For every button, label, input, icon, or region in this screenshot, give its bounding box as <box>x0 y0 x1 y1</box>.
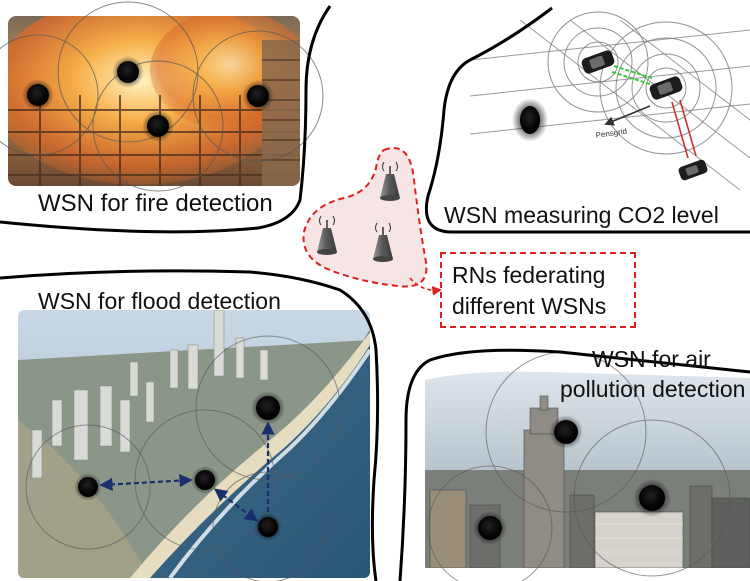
co2-green-link <box>613 65 653 79</box>
rn-federating-callout: RNs federating different WSNs <box>440 252 636 328</box>
fire-panel <box>0 1 332 234</box>
car-icon <box>678 159 708 181</box>
co2-direction-arrow <box>604 105 651 126</box>
flood-photo <box>18 310 370 578</box>
flood-links <box>99 421 275 522</box>
relay-node-antenna-icon <box>380 161 400 201</box>
co2-level-label: WSN measuring CO2 level <box>444 202 719 228</box>
rn-callout-line1: RNs federating <box>452 262 606 288</box>
car-icon <box>649 76 683 100</box>
fire-sensor-nodes <box>22 56 274 142</box>
co2-arrow-label: Pensgrid <box>595 127 628 140</box>
co2-red-link <box>671 101 689 159</box>
flood-detection-label: WSN for flood detection <box>38 288 281 314</box>
fire-detection-label: WSN for fire detection <box>38 190 273 217</box>
relay-node-antenna-icon <box>373 222 393 262</box>
flood-panel <box>0 269 380 581</box>
rn-dashed-region <box>302 147 428 288</box>
co2-panel: Pensgrid <box>425 6 750 234</box>
air-region-boundary <box>398 348 750 581</box>
rn-pointer-arrow <box>409 277 442 296</box>
air-pollution-label-line2: pollution detection <box>560 376 746 402</box>
rn-callout-line2: different WSNs <box>452 293 607 319</box>
fire-coverage-circles <box>0 1 324 192</box>
air-panel <box>398 348 750 581</box>
air-pollution-label-line1: WSN for air <box>592 346 711 372</box>
flood-sensor-nodes <box>74 391 285 541</box>
flood-region-boundary <box>0 269 380 581</box>
co2-region-boundary <box>425 6 750 234</box>
air-sensor-nodes <box>473 415 671 545</box>
relay-node-antenna-icon <box>317 215 337 255</box>
relay-node-region <box>302 147 442 296</box>
fire-region-boundary <box>0 5 332 234</box>
car-icon <box>581 50 615 74</box>
co2-coverage-circles <box>547 11 733 155</box>
